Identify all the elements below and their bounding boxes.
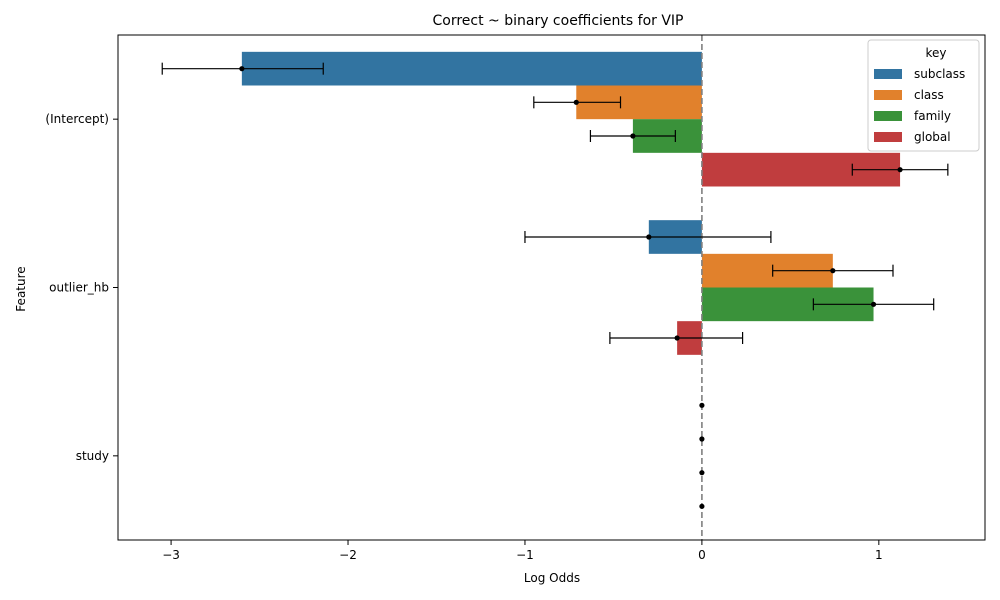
y-axis-label: Feature — [14, 266, 28, 311]
legend-frame — [867, 39, 980, 152]
point-subclass-2 — [699, 402, 705, 408]
legend-swatch-class — [874, 90, 902, 100]
x-tick-label-4: 1 — [875, 548, 883, 562]
legend-items: subclass class family global — [874, 67, 965, 144]
point-global-2 — [699, 503, 705, 509]
point-class-1 — [830, 268, 836, 274]
y-tick-label-0: (Intercept) — [45, 112, 109, 126]
point-class-2 — [699, 436, 705, 442]
point-global-0 — [897, 167, 903, 173]
legend-label-global: global — [914, 130, 951, 144]
point-global-1 — [674, 335, 680, 341]
legend: key subclass class family global — [867, 39, 980, 152]
x-tick-label-3: 0 — [698, 548, 706, 562]
chart-title: Correct ~ binary coefficients for VIP — [432, 13, 683, 29]
y-tick-label-1: outlier_hb — [49, 281, 109, 295]
x-tick-label-0: −3 — [162, 548, 180, 562]
legend-label-subclass: subclass — [914, 67, 965, 81]
point-family-0 — [630, 133, 636, 139]
x-axis-label: Log Odds — [524, 571, 580, 585]
x-tick-label-1: −2 — [339, 548, 357, 562]
legend-swatch-global — [874, 132, 902, 142]
legend-label-class: class — [914, 88, 944, 102]
point-subclass-0 — [239, 66, 245, 72]
point-subclass-1 — [646, 234, 652, 240]
y-tick-label-2: study — [76, 449, 109, 463]
x-tick-label-2: −1 — [516, 548, 534, 562]
legend-swatch-subclass — [874, 69, 902, 79]
point-family-2 — [699, 470, 705, 476]
point-family-1 — [870, 301, 877, 307]
point-class-0 — [573, 99, 579, 105]
legend-title: key — [925, 46, 946, 60]
legend-label-family: family — [914, 109, 951, 123]
legend-swatch-family — [874, 111, 902, 121]
